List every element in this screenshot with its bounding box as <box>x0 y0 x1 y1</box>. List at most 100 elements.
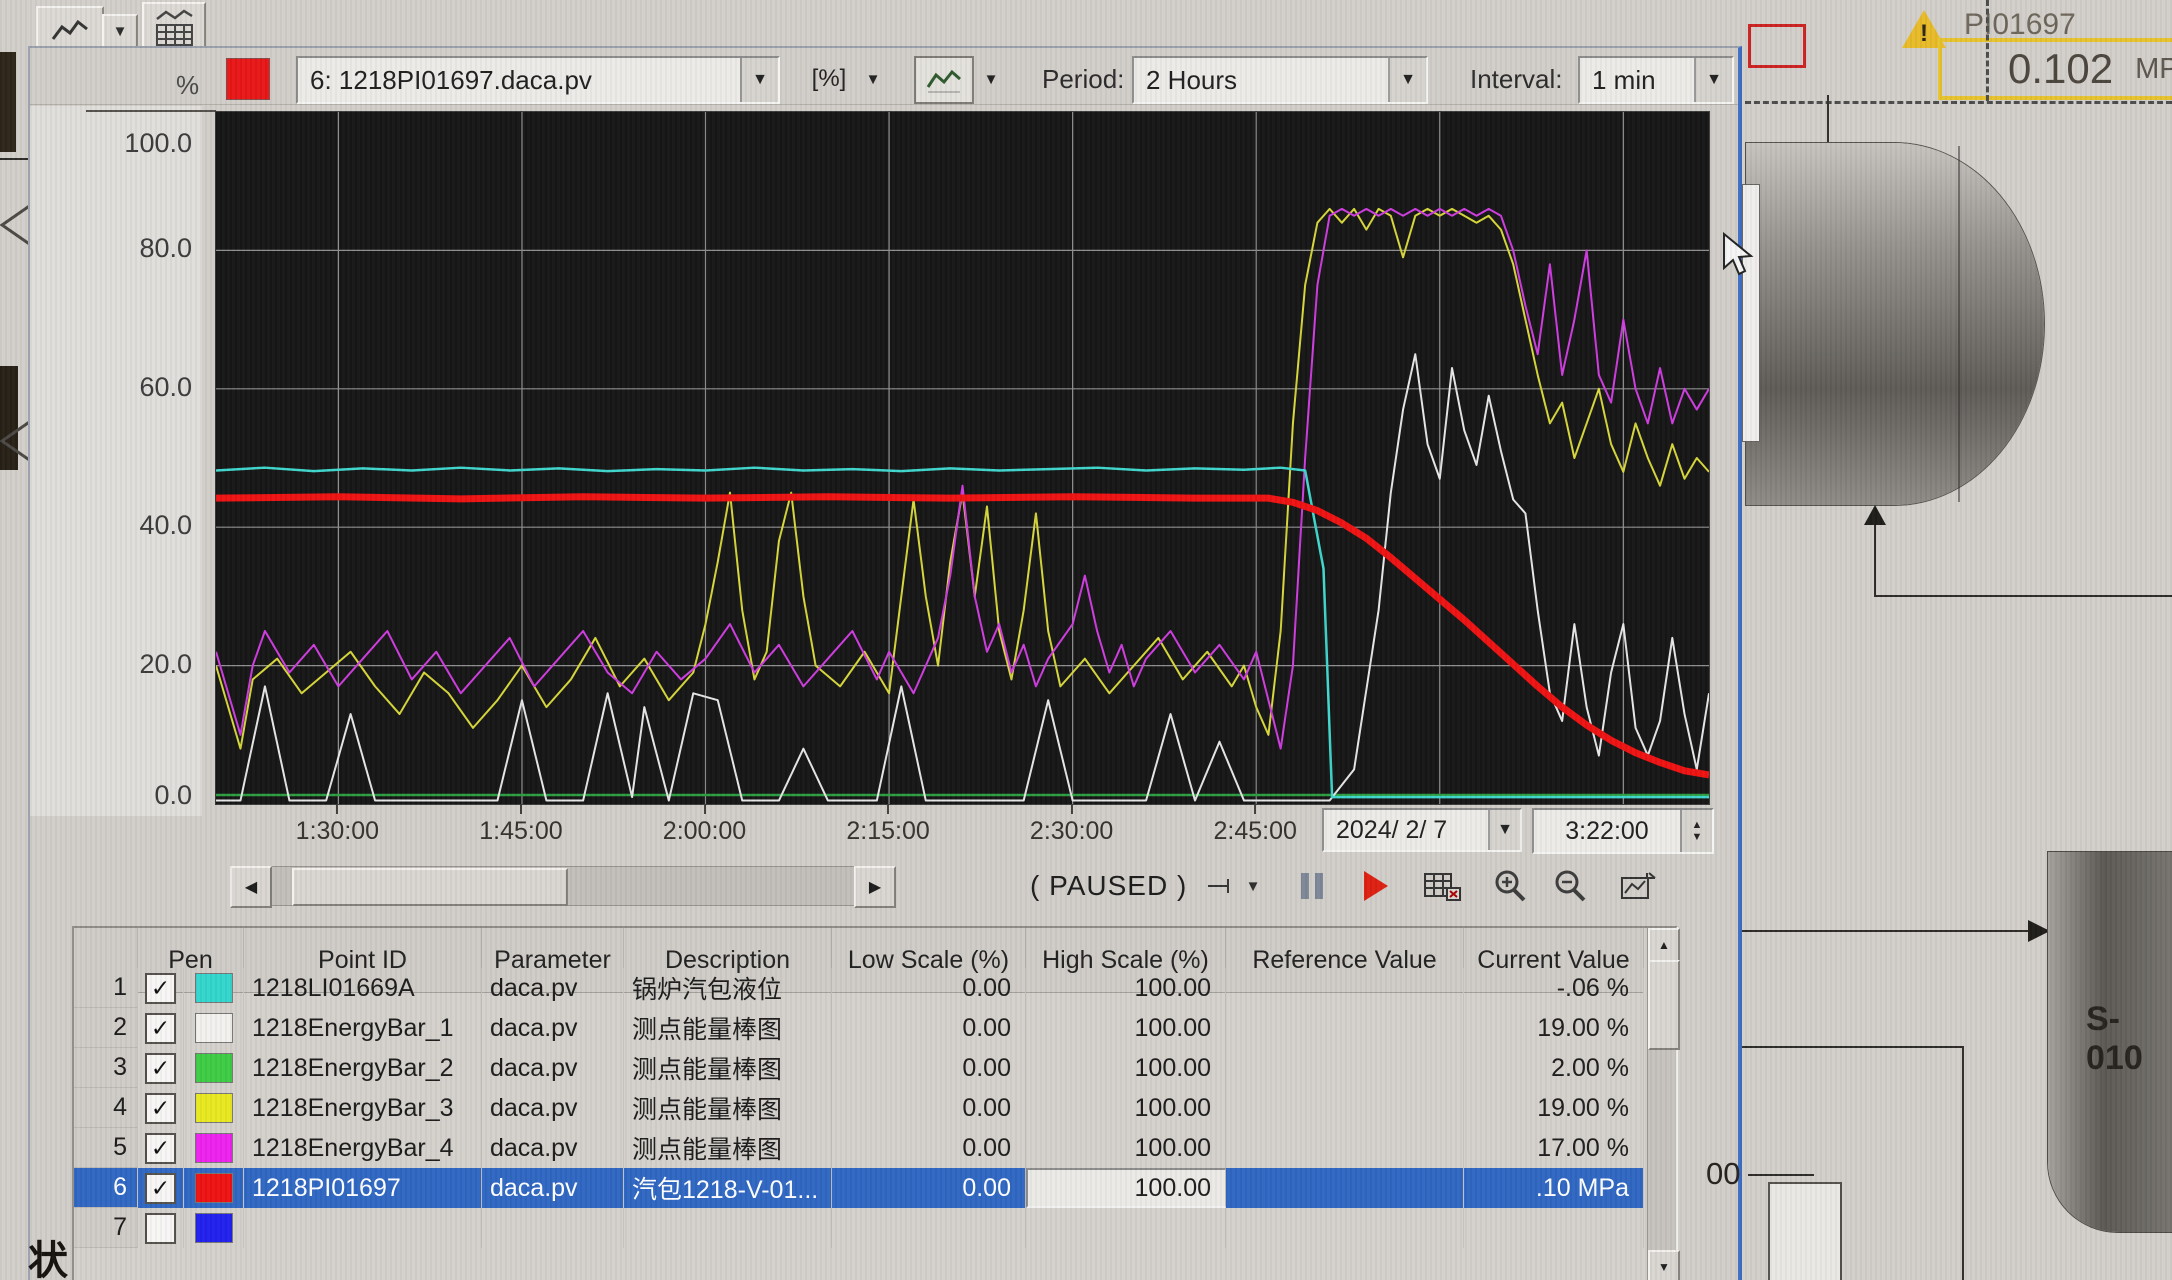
high-scale-cell[interactable]: 100.00 <box>1026 968 1226 1008</box>
marker-dropdown[interactable]: ▼ <box>1198 868 1268 904</box>
point-id-cell[interactable] <box>244 1208 482 1248</box>
description-cell[interactable]: 测点能量棒图 <box>624 1008 832 1048</box>
pen-checkbox[interactable]: ✓ <box>145 1092 176 1124</box>
reference-value-cell[interactable] <box>1226 1208 1464 1248</box>
zoom-in-button[interactable] <box>1486 868 1534 904</box>
parameter-cell[interactable]: daca.pv <box>482 968 624 1008</box>
point-id-cell[interactable]: 1218EnergyBar_4 <box>244 1128 482 1168</box>
current-value-cell[interactable]: -.06 % <box>1464 968 1644 1008</box>
pen-checkbox[interactable]: ✓ <box>145 1012 176 1044</box>
high-scale-cell[interactable]: 100.00 <box>1026 1168 1226 1208</box>
description-cell[interactable]: 锅炉汽包液位 <box>624 968 832 1008</box>
parameter-cell[interactable]: daca.pv <box>482 1128 624 1168</box>
chart-type-dropdown[interactable]: ▼ <box>983 70 999 88</box>
parameter-cell[interactable]: daca.pv <box>482 1168 624 1208</box>
parameter-cell[interactable]: daca.pv <box>482 1008 624 1048</box>
high-scale-cell[interactable]: 100.00 <box>1026 1048 1226 1088</box>
low-scale-cell[interactable]: 0.00 <box>832 968 1026 1008</box>
reference-value-cell[interactable] <box>1226 1048 1464 1088</box>
header-point-id[interactable]: Point ID <box>244 928 482 993</box>
chevron-down-icon[interactable]: ▼ <box>1388 58 1426 102</box>
header-current-value[interactable]: Current Value <box>1464 928 1644 993</box>
header-low-scale[interactable]: Low Scale (%) <box>832 928 1026 993</box>
chart-type-button[interactable] <box>914 56 974 104</box>
resume-button[interactable] <box>1352 868 1400 904</box>
trend-display-dropdown[interactable]: ▼ <box>102 14 138 48</box>
date-picker[interactable]: 2024/ 2/ 7 ▼ <box>1322 808 1522 852</box>
description-cell[interactable]: 测点能量棒图 <box>624 1128 832 1168</box>
pause-button[interactable] <box>1288 868 1336 904</box>
show-table-button[interactable] <box>1418 868 1466 904</box>
trend-plot-area[interactable] <box>215 111 1710 805</box>
low-scale-cell[interactable]: 0.00 <box>832 1048 1026 1088</box>
chevron-down-icon[interactable]: ▼ <box>1488 810 1520 850</box>
row-number[interactable]: 4 <box>74 1088 138 1128</box>
time-scrollbar-thumb[interactable] <box>292 868 568 906</box>
chevron-down-icon[interactable]: ▼ <box>740 58 778 102</box>
low-scale-cell[interactable]: 0.00 <box>832 1008 1026 1048</box>
scroll-right-button[interactable]: ▶ <box>854 866 896 908</box>
high-scale-cell[interactable] <box>1026 1208 1226 1248</box>
low-scale-cell[interactable]: 0.00 <box>832 1128 1026 1168</box>
high-scale-cell[interactable]: 100.00 <box>1026 1128 1226 1168</box>
header-description[interactable]: Description <box>624 928 832 993</box>
description-cell[interactable]: 汽包1218-V-01... <box>624 1168 832 1208</box>
period-combo[interactable]: 2 Hours ▼ <box>1132 56 1428 104</box>
scroll-left-button[interactable]: ◀ <box>230 866 272 908</box>
pen-selector-combo[interactable]: 6: 1218PI01697.daca.pv ▼ <box>296 56 780 104</box>
row-number[interactable]: 7 <box>74 1208 138 1248</box>
row-number[interactable]: 1 <box>74 968 138 1008</box>
description-cell[interactable]: 测点能量棒图 <box>624 1088 832 1128</box>
zoom-out-button[interactable] <box>1546 868 1594 904</box>
reference-value-cell[interactable] <box>1226 1088 1464 1128</box>
reference-value-cell[interactable] <box>1226 1168 1464 1208</box>
current-value-cell[interactable]: .10 MPa <box>1464 1168 1644 1208</box>
low-scale-cell[interactable]: 0.00 <box>832 1168 1026 1208</box>
high-scale-cell[interactable]: 100.00 <box>1026 1088 1226 1128</box>
pen-checkbox[interactable]: ✓ <box>145 1172 176 1204</box>
parameter-cell[interactable]: daca.pv <box>482 1048 624 1088</box>
point-id-cell[interactable]: 1218EnergyBar_3 <box>244 1088 482 1128</box>
row-number[interactable]: 2 <box>74 1008 138 1048</box>
scale-mode-button[interactable]: [%] <box>811 65 847 92</box>
header-reference-value[interactable]: Reference Value <box>1226 928 1464 993</box>
scroll-down-button[interactable]: ▼ <box>1648 1250 1680 1280</box>
current-value-cell[interactable]: 19.00 % <box>1464 1008 1644 1048</box>
reference-value-cell[interactable] <box>1226 1128 1464 1168</box>
reference-value-cell[interactable] <box>1226 1008 1464 1048</box>
header-high-scale[interactable]: High Scale (%) <box>1026 928 1226 993</box>
interval-combo[interactable]: 1 min ▼ <box>1578 56 1734 104</box>
high-scale-cell[interactable]: 100.00 <box>1026 1008 1226 1048</box>
table-scrollbar[interactable]: ▲ ▼ <box>1647 928 1680 1280</box>
parameter-cell[interactable] <box>482 1208 624 1248</box>
export-trend-button[interactable] <box>1614 868 1662 904</box>
description-cell[interactable] <box>624 1208 832 1248</box>
point-id-cell[interactable]: 1218LI01669A <box>244 968 482 1008</box>
row-number[interactable]: 5 <box>74 1128 138 1168</box>
description-cell[interactable]: 测点能量棒图 <box>624 1048 832 1088</box>
current-value-cell[interactable]: 17.00 % <box>1464 1128 1644 1168</box>
scale-mode-dropdown[interactable]: ▼ <box>865 70 881 88</box>
spinner-arrows[interactable]: ▲ ▼ <box>1680 810 1712 852</box>
current-value-cell[interactable]: 2.00 % <box>1464 1048 1644 1088</box>
time-spinner[interactable]: 3:22:00 ▲ ▼ <box>1532 808 1714 854</box>
low-scale-cell[interactable]: 0.00 <box>832 1088 1026 1128</box>
current-value-cell[interactable]: 19.00 % <box>1464 1088 1644 1128</box>
point-id-cell[interactable]: 1218EnergyBar_2 <box>244 1048 482 1088</box>
point-id-cell[interactable]: 1218PI01697 <box>244 1168 482 1208</box>
header-parameter[interactable]: Parameter <box>482 928 624 993</box>
pen-checkbox[interactable] <box>145 1212 176 1244</box>
point-id-cell[interactable]: 1218EnergyBar_1 <box>244 1008 482 1048</box>
row-number[interactable]: 3 <box>74 1048 138 1088</box>
pen-checkbox[interactable]: ✓ <box>145 1052 176 1084</box>
reference-value-cell[interactable] <box>1226 968 1464 1008</box>
scroll-up-button[interactable]: ▲ <box>1648 928 1680 962</box>
current-value-cell[interactable] <box>1464 1208 1644 1248</box>
table-scrollbar-thumb[interactable] <box>1648 960 1680 1050</box>
low-scale-cell[interactable] <box>832 1208 1026 1248</box>
parameter-cell[interactable]: daca.pv <box>482 1088 624 1128</box>
row-number[interactable]: 6 <box>74 1168 138 1208</box>
chevron-down-icon[interactable]: ▼ <box>1694 58 1732 102</box>
pen-checkbox[interactable]: ✓ <box>145 1132 176 1164</box>
pen-checkbox[interactable]: ✓ <box>145 972 176 1004</box>
